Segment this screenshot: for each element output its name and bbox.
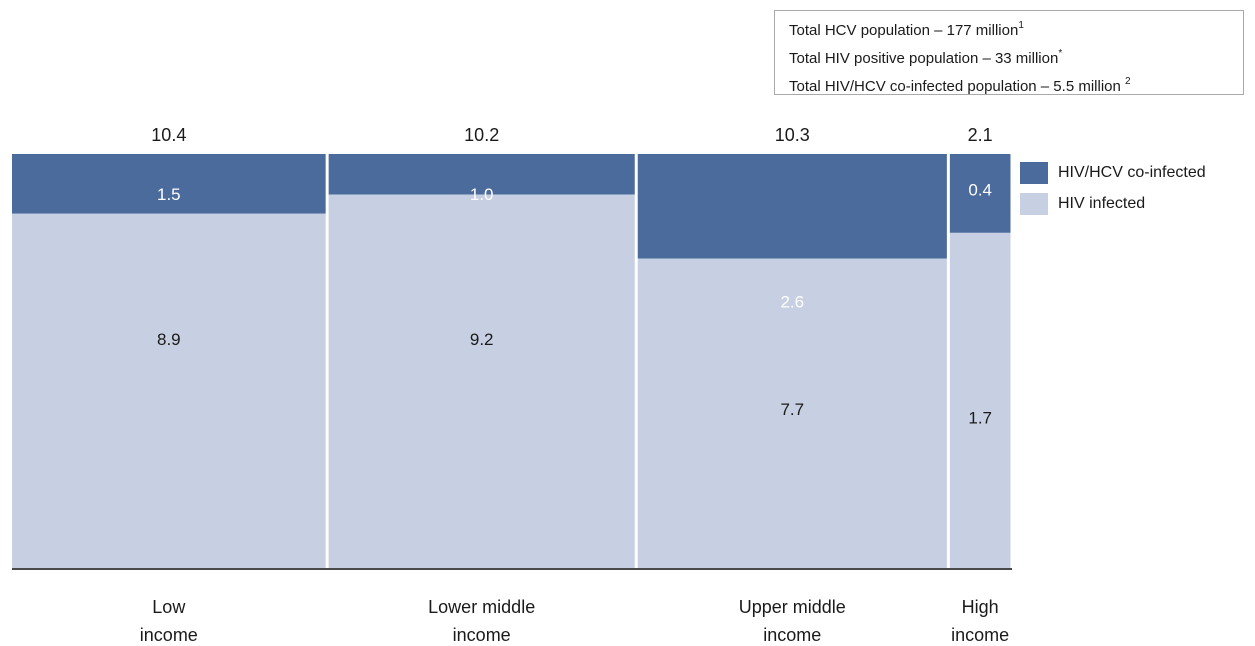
data-label-hiv-infected: 8.9	[157, 330, 181, 349]
bar-segment-hiv-infected	[637, 258, 947, 568]
bar-segment-coinfected	[949, 154, 1011, 233]
bar-segment-hiv-infected	[328, 194, 635, 568]
info-line-hiv: Total HIV positive population – 33 milli…	[789, 48, 1063, 67]
footnote-mark: *	[1058, 48, 1063, 59]
data-label-coinfected: 1.5	[157, 185, 181, 204]
category-label: income	[951, 625, 1009, 645]
data-label-coinfected: 1.0	[470, 185, 494, 204]
column-width-label: 10.3	[775, 125, 810, 145]
legend-item-hiv-infected: HIV infected	[1020, 193, 1206, 215]
bar-segment-coinfected	[12, 154, 326, 214]
bar-segment-coinfected	[328, 154, 635, 195]
data-label-hiv-infected: 1.7	[968, 408, 992, 427]
totals-info-box: Total HCV population – 177 million1 Tota…	[774, 10, 1244, 95]
category-label: Upper middle	[739, 597, 846, 617]
column-width-label: 10.2	[464, 125, 499, 145]
info-line-coinfected: Total HIV/HCV co-infected population – 5…	[789, 76, 1131, 95]
legend-item-coinfected: HIV/HCV co-infected	[1020, 162, 1206, 184]
category-label: Lower middle	[428, 597, 535, 617]
category-label: income	[140, 625, 198, 645]
column-width-label: 2.1	[968, 125, 993, 145]
category-label: income	[763, 625, 821, 645]
legend-swatch-hiv-infected	[1020, 193, 1048, 215]
column-width-label: 10.4	[151, 125, 186, 145]
legend: HIV/HCV co-infected HIV infected	[1020, 162, 1206, 224]
legend-label: HIV infected	[1058, 195, 1146, 212]
legend-label: HIV/HCV co-infected	[1058, 164, 1206, 181]
data-label-hiv-infected: 9.2	[470, 330, 494, 349]
footnote-mark: 1	[1018, 20, 1024, 31]
category-label: High	[962, 597, 999, 617]
category-label: Low	[152, 597, 186, 617]
footnote-mark: 2	[1125, 76, 1131, 87]
info-line-hcv: Total HCV population – 177 million1	[789, 20, 1024, 39]
bar-segment-coinfected	[637, 154, 947, 259]
bar-segment-hiv-infected	[12, 213, 326, 568]
bar-segment-hiv-infected	[949, 232, 1011, 568]
data-label-coinfected: 0.4	[968, 181, 992, 200]
category-label: income	[453, 625, 511, 645]
legend-swatch-coinfected	[1020, 162, 1048, 184]
data-label-coinfected: 2.6	[780, 293, 804, 312]
data-label-hiv-infected: 7.7	[780, 400, 804, 419]
